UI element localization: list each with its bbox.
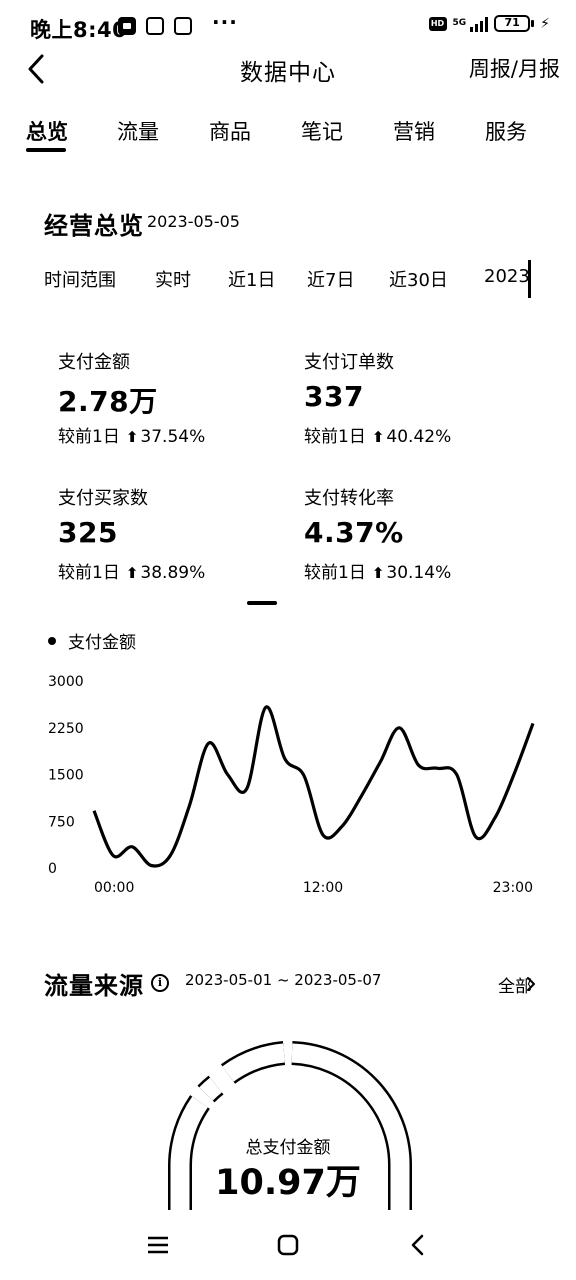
metric-compare: 较前1日 ⬆ 38.89% (58, 558, 298, 583)
traffic-source-title: 流量来源 (44, 972, 144, 1000)
traffic-date-range: 2023-05-01 ~ 2023-05-07 (185, 971, 382, 989)
metric-label: 支付金额 (58, 352, 130, 373)
range-realtime[interactable]: 实时 (155, 270, 191, 291)
app-icon (174, 17, 192, 35)
legend-dot (48, 636, 56, 645)
payment-amount-line-chart[interactable]: 3000 2250 1500 750 0 00:00 12:00 23:00 (0, 660, 576, 910)
x-tick-label: 23:00 (493, 880, 533, 896)
back-icon[interactable] (403, 1230, 433, 1260)
metric-conversion-rate[interactable]: 支付转化率 4.37% 较前1日 ⬆ 30.14% (304, 484, 544, 583)
gauge-segment-inner (291, 1043, 410, 1210)
time-range-selector: 时间范围 实时 近1日 近7日 近30日 2023 (0, 266, 576, 296)
charging-icon: ⚡ (540, 15, 550, 32)
tab-marketing[interactable]: 营销 (393, 120, 435, 144)
arrow-up-icon: ⬆ (371, 564, 385, 582)
network-type: 5G (452, 18, 467, 28)
overview-date: 2023-05-05 (147, 212, 240, 231)
compare-label: 较前1日 (58, 563, 120, 583)
tab-bar: 总览 流量 商品 笔记 营销 服务 (0, 116, 576, 160)
compare-label: 较前1日 (304, 427, 366, 447)
metric-value: 4.37% (304, 516, 404, 549)
y-tick-label: 0 (48, 861, 57, 877)
message-icon (146, 17, 164, 35)
tab-notes[interactable]: 笔记 (301, 120, 343, 144)
x-tick-label: 00:00 (94, 880, 134, 896)
change-value: 38.89% (140, 563, 206, 583)
info-icon[interactable]: i (151, 974, 169, 992)
range-custom-date[interactable]: 2023 (484, 266, 530, 287)
tab-products[interactable]: 商品 (209, 120, 251, 144)
chart-legend: 支付金额 (48, 628, 136, 653)
arrow-up-icon: ⬆ (371, 428, 385, 446)
notification-icon (118, 17, 136, 35)
chevron-right-icon[interactable] (524, 975, 538, 993)
range-30-days[interactable]: 近30日 (389, 270, 448, 291)
page-title: 数据中心 (240, 60, 336, 86)
change-value: 30.14% (386, 563, 452, 583)
metric-buyer-count[interactable]: 支付买家数 325 较前1日 ⬆ 38.89% (58, 484, 298, 583)
metric-label: 支付订单数 (304, 352, 394, 373)
status-time: 晚上8:40 (30, 18, 128, 42)
gauge-segment-inner (222, 1043, 286, 1082)
tab-overview[interactable]: 总览 (26, 120, 68, 144)
change-value: 37.54% (140, 427, 206, 447)
y-tick-label: 750 (48, 814, 75, 830)
compare-label: 较前1日 (304, 563, 366, 583)
menu-icon[interactable] (143, 1230, 173, 1260)
tab-service[interactable]: 服务 (485, 120, 527, 144)
metric-payment-amount[interactable]: 支付金额 2.78万 较前1日 ⬆ 37.54% (58, 348, 298, 447)
chevron-left-icon[interactable] (24, 52, 54, 86)
active-tab-indicator (26, 148, 66, 152)
status-notification-icons: ··· (118, 10, 238, 35)
more-dots-icon: ··· (212, 10, 238, 34)
metric-value: 337 (304, 380, 364, 413)
metric-value: 325 (58, 516, 118, 549)
y-tick-label: 3000 (48, 674, 84, 690)
tab-traffic[interactable]: 流量 (117, 120, 159, 144)
time-range-label: 时间范围 (44, 270, 116, 291)
compare-label: 较前1日 (58, 427, 120, 447)
metric-label: 支付转化率 (304, 488, 394, 509)
y-tick-label: 1500 (48, 768, 84, 784)
change-value: 40.42% (386, 427, 452, 447)
metric-compare: 较前1日 ⬆ 30.14% (304, 558, 544, 583)
overview-title: 经营总览 (44, 212, 144, 240)
range-scroll-edge (528, 260, 531, 298)
gauge-label: 总支付金额 (245, 1138, 331, 1158)
y-tick-label: 2250 (48, 721, 84, 737)
hd-icon: HD (428, 16, 447, 31)
legend-label: 支付金额 (68, 633, 136, 653)
metric-value: 2.78万 (58, 385, 158, 418)
status-right: HD 5G 71 ⚡ (428, 15, 550, 32)
metric-label: 支付买家数 (58, 488, 148, 509)
status-bar: 晚上8:40 ··· HD 5G 71 ⚡ (0, 0, 576, 52)
weekly-monthly-report-link[interactable]: 周报/月报 (468, 57, 560, 81)
battery-icon: 71 (494, 15, 535, 32)
traffic-source-gauge[interactable] (150, 1030, 430, 1220)
gauge-value: 10.97万 (215, 1163, 361, 1203)
arrow-up-icon: ⬆ (125, 564, 139, 582)
range-1-day[interactable]: 近1日 (228, 270, 276, 291)
gauge-segment-inner (199, 1077, 223, 1101)
series-line-payment-amount (92, 705, 535, 868)
signal-icon (470, 16, 489, 32)
range-7-days[interactable]: 近7日 (307, 270, 355, 291)
metric-compare: 较前1日 ⬆ 37.54% (58, 422, 298, 447)
gauge-segment-inner (170, 1096, 208, 1210)
home-icon[interactable] (273, 1230, 303, 1260)
metric-order-count[interactable]: 支付订单数 337 较前1日 ⬆ 40.42% (304, 348, 544, 447)
system-navigation-bar (0, 1210, 576, 1280)
metric-compare: 较前1日 ⬆ 40.42% (304, 422, 544, 447)
x-tick-label: 12:00 (303, 880, 343, 896)
arrow-up-icon: ⬆ (125, 428, 139, 446)
pager-indicator (247, 601, 277, 605)
all-sources-link[interactable]: 全部 (498, 977, 532, 997)
